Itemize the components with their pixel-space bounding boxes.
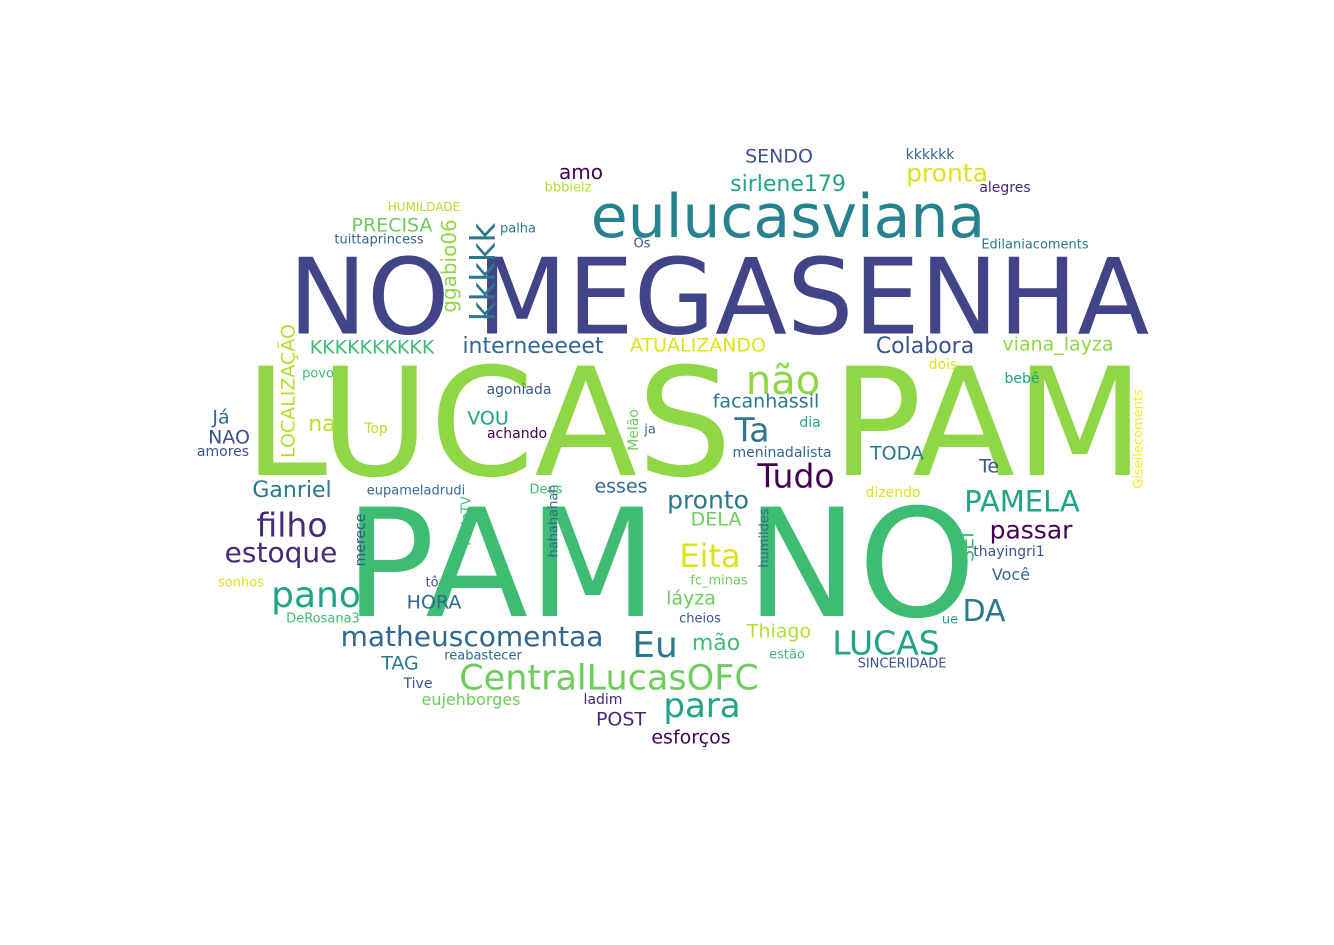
word: sirlene179: [730, 172, 846, 197]
word: passar: [989, 515, 1073, 545]
word: bebê: [1004, 371, 1040, 387]
word: agoniada: [486, 382, 552, 398]
word: kkkkk: [464, 222, 504, 322]
word: TAG: [381, 652, 419, 675]
word: TODA: [870, 442, 924, 465]
word: SENDO: [745, 145, 813, 168]
word: ggabio06: [437, 219, 461, 313]
word: ladim: [583, 692, 623, 708]
word: meninadalista: [732, 445, 832, 461]
word: láyza: [666, 587, 716, 610]
word: Eita: [679, 537, 741, 575]
word: cheios: [679, 611, 721, 627]
word: dia: [799, 415, 821, 431]
word: esforços: [651, 726, 731, 749]
word: filho: [256, 505, 328, 545]
word: Thiago: [746, 620, 812, 643]
word: tô: [425, 575, 439, 591]
word: Ta: [734, 410, 770, 450]
word: Eu: [632, 625, 678, 666]
word: SINCERIDADE: [857, 656, 947, 672]
word: esses: [594, 475, 648, 498]
word: VOU: [467, 407, 509, 430]
word: PRECISA: [351, 214, 433, 237]
word: NAO: [208, 426, 250, 449]
word: povo: [302, 366, 334, 382]
word: pronto: [667, 485, 749, 515]
word: Melão: [626, 409, 642, 451]
word: PAMELA: [964, 484, 1080, 519]
word: matheuscomentaa: [340, 620, 604, 653]
word: amo: [559, 160, 603, 184]
word: Gisellecoments: [1131, 389, 1147, 489]
word: LOCALIZAÇÃO: [277, 324, 300, 458]
word: NO: [745, 478, 977, 652]
word: alegres: [979, 180, 1031, 196]
word: reabastecer: [444, 648, 522, 664]
word: Tive: [403, 676, 433, 692]
word: ATUALIZANDO: [629, 334, 767, 357]
word: não: [745, 358, 821, 404]
word: kkkkkk: [905, 147, 955, 163]
word: eujehborges: [421, 690, 521, 709]
word: Os: [633, 236, 651, 252]
word: pano: [271, 575, 361, 616]
word: RedeTV: [459, 496, 475, 546]
word: sonhos: [218, 575, 264, 591]
word: DA: [962, 594, 1006, 629]
word: humildes: [757, 508, 773, 568]
word: fc_minas: [690, 573, 748, 589]
word: Deus: [529, 482, 563, 498]
word: dois: [928, 357, 958, 373]
word: estoque: [224, 536, 338, 569]
word: eupameladrudi: [366, 483, 466, 499]
word: PAM: [831, 337, 1145, 511]
word: CentralLucasOFC: [459, 658, 759, 699]
word: interneeeeet: [462, 334, 604, 359]
word: estão: [769, 647, 805, 663]
word: LUCAS: [243, 337, 733, 511]
word: HORA: [406, 591, 462, 614]
word: eulucasviana: [590, 182, 986, 252]
word: na: [308, 412, 336, 437]
word: LUCAS: [832, 623, 940, 663]
word: merece: [353, 513, 369, 567]
word: KKKKKKKKKK: [309, 336, 435, 359]
word: PAM: [344, 478, 658, 652]
word: para: [663, 686, 741, 726]
word: Edilaniacoments: [981, 237, 1089, 253]
word: HUMILDADE: [387, 200, 461, 214]
word: thayingri1: [973, 544, 1045, 560]
word: hahahahah: [546, 484, 562, 558]
word: viana_layza: [1002, 333, 1114, 356]
word: dizendo: [865, 485, 921, 501]
word: Tudo: [757, 456, 835, 496]
word: Você: [991, 565, 1031, 584]
word: Colabora: [875, 334, 975, 359]
word: achando: [486, 426, 548, 442]
word: ue: [941, 612, 959, 628]
word: POST: [595, 708, 647, 731]
word: DELA: [690, 508, 742, 531]
word: amores: [196, 444, 250, 460]
word: Te: [978, 455, 1000, 478]
word: bbbielz: [544, 180, 592, 196]
word: tuittaprincess: [334, 232, 424, 248]
word: Ganriel: [252, 478, 332, 503]
word: palha: [499, 221, 537, 237]
word: DeRosana3: [286, 611, 360, 627]
word: Top: [364, 421, 388, 437]
word: MEGASENHA: [476, 236, 1150, 359]
word: pronta: [906, 158, 988, 188]
word: facanhassil: [712, 390, 820, 413]
word: mão: [691, 631, 741, 656]
word: Já: [212, 406, 230, 429]
word: ja: [644, 422, 656, 438]
word: NO: [288, 236, 450, 359]
